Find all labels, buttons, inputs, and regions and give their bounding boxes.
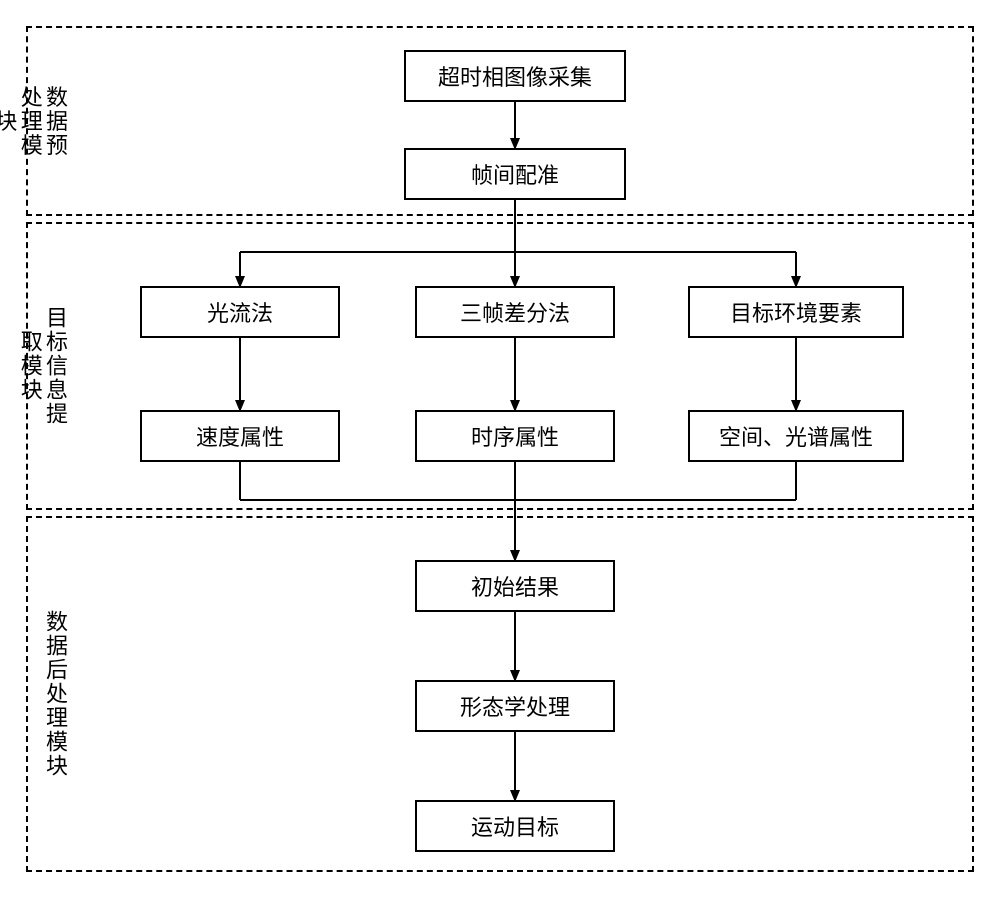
flowchart-canvas: 数据预处理模块 目标信息提取模块 数据后处理模块 超时相图像采集 帧间配准 光流… [20, 20, 980, 883]
node-time-attr: 时序属性 [415, 410, 615, 462]
node-label: 初始结果 [471, 570, 559, 602]
node-label: 时序属性 [471, 420, 559, 452]
node-initial-result: 初始结果 [415, 560, 615, 612]
node-moving-target: 运动目标 [415, 800, 615, 852]
node-label: 帧间配准 [471, 158, 559, 190]
module-label-extract: 目标信息提取模块 [40, 295, 68, 437]
module-label-preprocess: 数据预处理模块 [40, 75, 68, 168]
node-frame-register: 帧间配准 [404, 148, 626, 200]
node-space-spectral: 空间、光谱属性 [688, 410, 904, 462]
node-label: 光流法 [207, 296, 273, 328]
node-morphology: 形态学处理 [415, 680, 615, 732]
node-label: 运动目标 [471, 810, 559, 842]
module-extract: 目标信息提取模块 [26, 222, 974, 510]
node-three-frame: 三帧差分法 [415, 286, 615, 338]
node-image-collect: 超时相图像采集 [404, 50, 626, 102]
node-label: 目标环境要素 [730, 296, 862, 328]
module-label-postprocess: 数据后处理模块 [40, 610, 68, 778]
node-speed-attr: 速度属性 [140, 410, 340, 462]
node-optical-flow: 光流法 [140, 286, 340, 338]
node-label: 三帧差分法 [460, 296, 570, 328]
node-label: 空间、光谱属性 [719, 420, 873, 452]
node-label: 形态学处理 [460, 690, 570, 722]
node-label: 超时相图像采集 [438, 60, 592, 92]
node-label: 速度属性 [196, 420, 284, 452]
node-env-elements: 目标环境要素 [688, 286, 904, 338]
